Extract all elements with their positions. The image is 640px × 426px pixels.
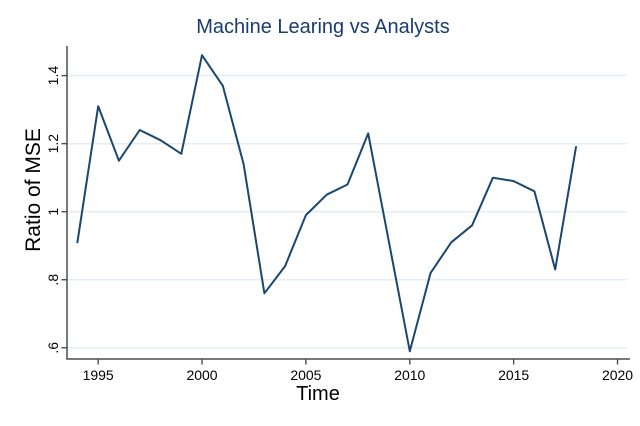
gridlines-group	[67, 74, 627, 349]
x-tick-label: 2015	[498, 367, 529, 383]
y-axis-title: Ratio of MSE	[22, 128, 45, 252]
y-tick-label: 1.4	[45, 66, 61, 86]
x-tick-label: 1995	[83, 367, 114, 383]
x-tick-label: 2000	[186, 367, 217, 383]
y-tick-label: .6	[45, 342, 61, 354]
y-ticks-group: .6 .8 1 1.2 1.4	[45, 66, 67, 354]
axes-group	[66, 46, 630, 360]
chart-title: Machine Learing vs Analysts	[196, 16, 449, 38]
x-tick-label: 2005	[290, 367, 321, 383]
x-tick-label: 2020	[602, 367, 633, 383]
x-ticks-group: 1995 2000 2005 2010 2015 2020	[83, 359, 633, 383]
y-tick-label: 1	[45, 208, 61, 216]
mse-ratio-line	[76, 54, 577, 353]
x-tick-label: 2010	[394, 367, 425, 383]
y-tick-label: 1.2	[45, 134, 61, 154]
series-group	[76, 54, 577, 353]
x-axis-title: Time	[296, 383, 340, 405]
y-tick-label: .8	[45, 274, 61, 286]
